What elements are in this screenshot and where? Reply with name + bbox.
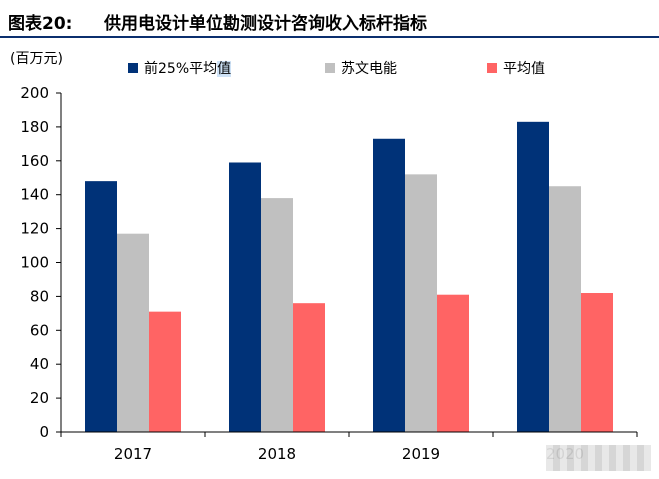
bar-2017-series-1 (117, 233, 149, 432)
bar-2020-series-0 (517, 121, 549, 432)
y-tick-label-60: 60 (30, 321, 49, 339)
bar-2020-series-2 (581, 293, 613, 432)
bar-2018-series-1 (261, 198, 293, 432)
x-tick-label-2017: 2017 (114, 445, 152, 463)
legend-item-top25: 前25%平均值 (128, 58, 232, 78)
y-tick-label-0: 0 (39, 423, 49, 441)
y-tick-label-20: 20 (30, 389, 49, 407)
y-tick-label-160: 160 (20, 152, 49, 170)
figure-title: 供用电设计单位勘测设计咨询收入标杆指标 (104, 14, 427, 34)
x-tick-label-2019: 2019 (402, 445, 440, 463)
legend-label-top25: 前25%平均值 (144, 58, 232, 78)
legend-label-suwen: 苏文电能 (341, 61, 397, 77)
y-tick-label-120: 120 (20, 220, 49, 238)
bar-2018-series-2 (293, 303, 325, 432)
legend-swatch-top25 (128, 63, 138, 73)
unit-label: (百万元) (10, 51, 63, 67)
figure-number: 图表20: (8, 14, 73, 34)
legend-item-suwen: 苏文电能 (325, 58, 397, 78)
legend-label-top25-main: 前25%平均 (144, 61, 218, 77)
legend-swatch-suwen (325, 63, 335, 73)
bar-2017-series-0 (85, 181, 117, 432)
y-tick-label-100: 100 (20, 254, 49, 272)
bar-2018-series-0 (229, 162, 261, 432)
bar-2017-series-2 (149, 311, 181, 432)
y-tick-label-40: 40 (30, 355, 49, 373)
y-tick-label-200: 200 (20, 84, 49, 102)
x-tick-label-2018: 2018 (258, 445, 296, 463)
figure-header: 图表20: 供用电设计单位勘测设计咨询收入标杆指标 (0, 0, 659, 38)
y-tick-label-80: 80 (30, 287, 49, 305)
y-tick-label-140: 140 (20, 186, 49, 204)
legend-label-average: 平均值 (503, 61, 545, 77)
bar-2019-series-2 (437, 294, 469, 432)
watermark-blur (546, 445, 651, 471)
legend-item-average: 平均值 (487, 58, 545, 78)
legend-label-top25-highlight: 值 (217, 61, 232, 77)
legend-swatch-average (487, 63, 497, 73)
y-tick-label-180: 180 (20, 118, 49, 136)
bar-2019-series-0 (373, 138, 405, 432)
bar-2020-series-1 (549, 186, 581, 432)
chart-legend: 前25%平均值 苏文电能 平均值 (0, 58, 659, 78)
bar-2019-series-1 (405, 174, 437, 433)
